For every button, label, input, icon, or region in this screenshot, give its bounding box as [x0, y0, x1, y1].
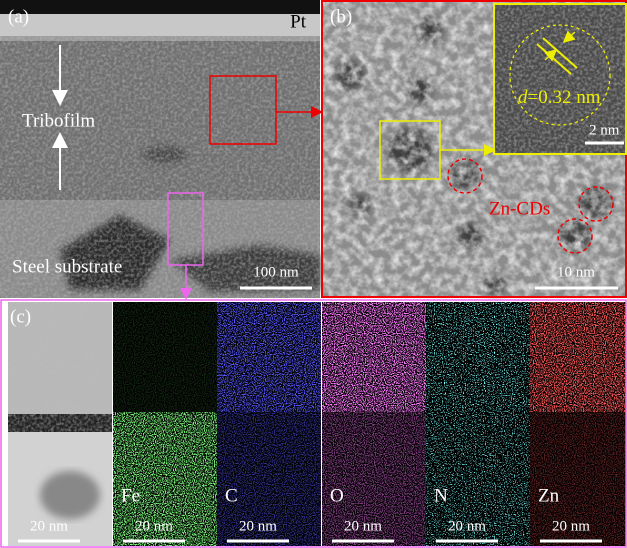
scale-label: 20 nm [448, 518, 486, 534]
element-label: O [330, 485, 344, 506]
scale-label: 20 nm [344, 518, 382, 534]
substrate-label: Steel substrate [12, 256, 122, 277]
element-label: Fe [121, 485, 140, 506]
substrate-blob [40, 471, 100, 519]
panel-c [8, 302, 112, 546]
map-signal [322, 302, 426, 412]
map-signal [426, 302, 530, 412]
map-signal [113, 302, 217, 412]
particle-label: Zn-CDs [489, 198, 550, 219]
panel-b: (b) d=0.32 nm 2 nm Zn-CDs 10 nm [322, 1, 626, 297]
scale-label: 100 nm [253, 264, 299, 280]
top-band [0, 0, 320, 14]
panel-a: (a) Pt Tribofilm Steel substrate 100 nm [0, 0, 320, 298]
map-signal [530, 302, 626, 412]
scale-label: 2 nm [589, 122, 620, 138]
d-value: =0.32 nm [528, 87, 601, 108]
scale-label: 20 nm [135, 518, 173, 534]
figure: (a) Pt Tribofilm Steel substrate 100 nm … [0, 0, 627, 548]
element-label: C [225, 485, 238, 506]
d-spacing: d=0.32 nm [518, 87, 601, 108]
map-signal [217, 302, 321, 412]
element-label: N [434, 485, 448, 506]
inset: d=0.32 nm 2 nm [494, 4, 626, 154]
label-b: (b) [330, 6, 352, 27]
label-a: (a) [8, 6, 29, 27]
scale-label: 10 nm [557, 264, 595, 280]
scale-label: 20 nm [30, 518, 68, 534]
label-c: (c) [10, 306, 31, 327]
element-label: Zn [538, 485, 560, 506]
d-symbol: d [518, 87, 528, 108]
scale-label: 20 nm [552, 518, 590, 534]
pt-layer [0, 14, 320, 36]
tribofilm-label: Tribofilm [22, 110, 95, 131]
pt-label: Pt [290, 11, 307, 32]
scale-label: 20 nm [239, 518, 277, 534]
